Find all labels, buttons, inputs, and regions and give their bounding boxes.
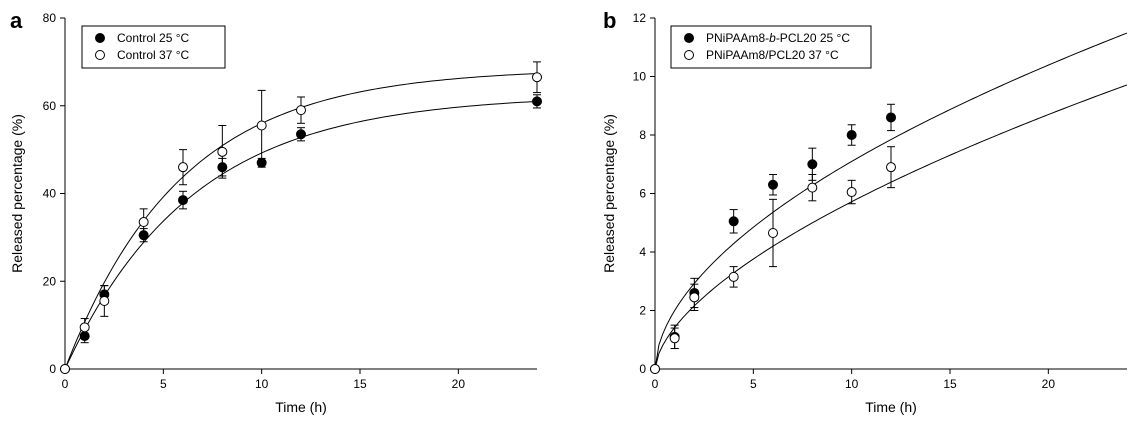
x-tick-label: 20 xyxy=(452,377,466,391)
legend-entry: PNiPAAm8-b-PCL20 25 °C xyxy=(706,31,850,45)
legend-marker xyxy=(95,33,105,43)
data-point-series-1 xyxy=(532,96,542,107)
data-point-series-1 xyxy=(138,230,149,241)
data-point-series-1 xyxy=(217,162,228,173)
data-point-series-2 xyxy=(886,162,896,173)
x-tick-label: 20 xyxy=(1042,377,1056,391)
legend-entry-part: -PCL20 25 °C xyxy=(776,31,851,45)
x-tick-label: 5 xyxy=(160,377,167,391)
chart-panel-a: a 0 20 40 60 80 0 5 10 15 20 Time (h) Released perce… xyxy=(9,8,542,415)
y-tick-label: 0 xyxy=(639,362,646,376)
legend-marker xyxy=(684,50,694,60)
y-tick-label: 20 xyxy=(43,274,57,288)
y-tick-label: 8 xyxy=(639,128,646,142)
x-tick-label: 10 xyxy=(845,377,859,391)
data-point-series-2 xyxy=(79,322,90,333)
data-point-series-2 xyxy=(669,333,680,344)
y-tick-label: 0 xyxy=(49,362,56,376)
data-point-series-2 xyxy=(217,146,228,157)
data-point-series-2 xyxy=(807,182,818,193)
y-tick-label: 4 xyxy=(639,245,646,259)
legend-entry-part: b xyxy=(769,31,776,45)
legend-box xyxy=(81,25,226,69)
data-point-series-2 xyxy=(256,120,267,131)
data-point-series-1 xyxy=(846,130,857,140)
data-point-series-1 xyxy=(79,331,90,342)
y-axis-title: Released percentage (%) xyxy=(601,114,617,273)
y-tick-label: 12 xyxy=(633,11,647,25)
legend-marker xyxy=(684,33,694,43)
data-point-series-1 xyxy=(256,157,267,168)
x-axis-title: Time (h) xyxy=(275,399,327,415)
fit-curve-series-1 xyxy=(64,100,538,370)
fit-curve-series-1 xyxy=(654,32,1128,370)
y-tick-label: 10 xyxy=(633,70,647,84)
data-point-series-1 xyxy=(886,112,896,123)
data-point-series-2 xyxy=(846,187,857,198)
y-tick-label: 2 xyxy=(639,304,646,318)
data-point-series-1 xyxy=(296,129,306,140)
data-point-series-2 xyxy=(99,295,110,306)
x-axis-title: Time (h) xyxy=(865,399,917,415)
x-tick-label: 10 xyxy=(255,377,269,391)
y-tick-label: 80 xyxy=(43,11,57,25)
x-tick-label: 0 xyxy=(62,377,69,391)
data-point-series-2 xyxy=(768,227,778,238)
legend-marker xyxy=(95,50,105,60)
data-point-series-2 xyxy=(728,271,739,282)
y-tick-label: 60 xyxy=(43,99,57,113)
data-point-series-2 xyxy=(296,105,306,116)
data-point-series-2 xyxy=(689,292,700,303)
x-tick-label: 15 xyxy=(943,377,957,391)
data-point-series-2 xyxy=(650,364,660,374)
x-tick-label: 0 xyxy=(652,377,659,391)
data-point-series-1 xyxy=(728,216,739,227)
legend-entry-part: PNiPAAm8/PCL20 37 °C xyxy=(706,48,839,62)
data-point-series-1 xyxy=(178,195,188,206)
y-axis-title: Released percentage (%) xyxy=(9,114,25,273)
data-point-series-1 xyxy=(807,159,818,170)
data-point-series-1 xyxy=(768,179,778,190)
data-point-series-2 xyxy=(60,364,70,374)
chart-panel-b: b 0 2 4 6 8 10 12 0 5 10 15 20 Time (h) Released perce… xyxy=(601,8,1128,415)
y-tick-label: 40 xyxy=(43,187,57,201)
data-point-series-2 xyxy=(138,217,149,228)
legend-entry: Control 37 °C xyxy=(117,48,189,62)
legend-entry-part: PNiPAAm8- xyxy=(706,31,769,45)
panel-letter: b xyxy=(603,8,616,33)
data-point-series-2 xyxy=(178,162,188,173)
y-tick-label: 6 xyxy=(639,187,646,201)
panel-letter: a xyxy=(10,8,23,33)
legend-entry: Control 25 °C xyxy=(117,31,189,45)
x-tick-label: 15 xyxy=(353,377,367,391)
legend-box xyxy=(670,25,872,69)
x-tick-label: 5 xyxy=(750,377,757,391)
data-point-series-2 xyxy=(532,72,542,83)
legend-entry: PNiPAAm8/PCL20 37 °C xyxy=(706,48,839,62)
